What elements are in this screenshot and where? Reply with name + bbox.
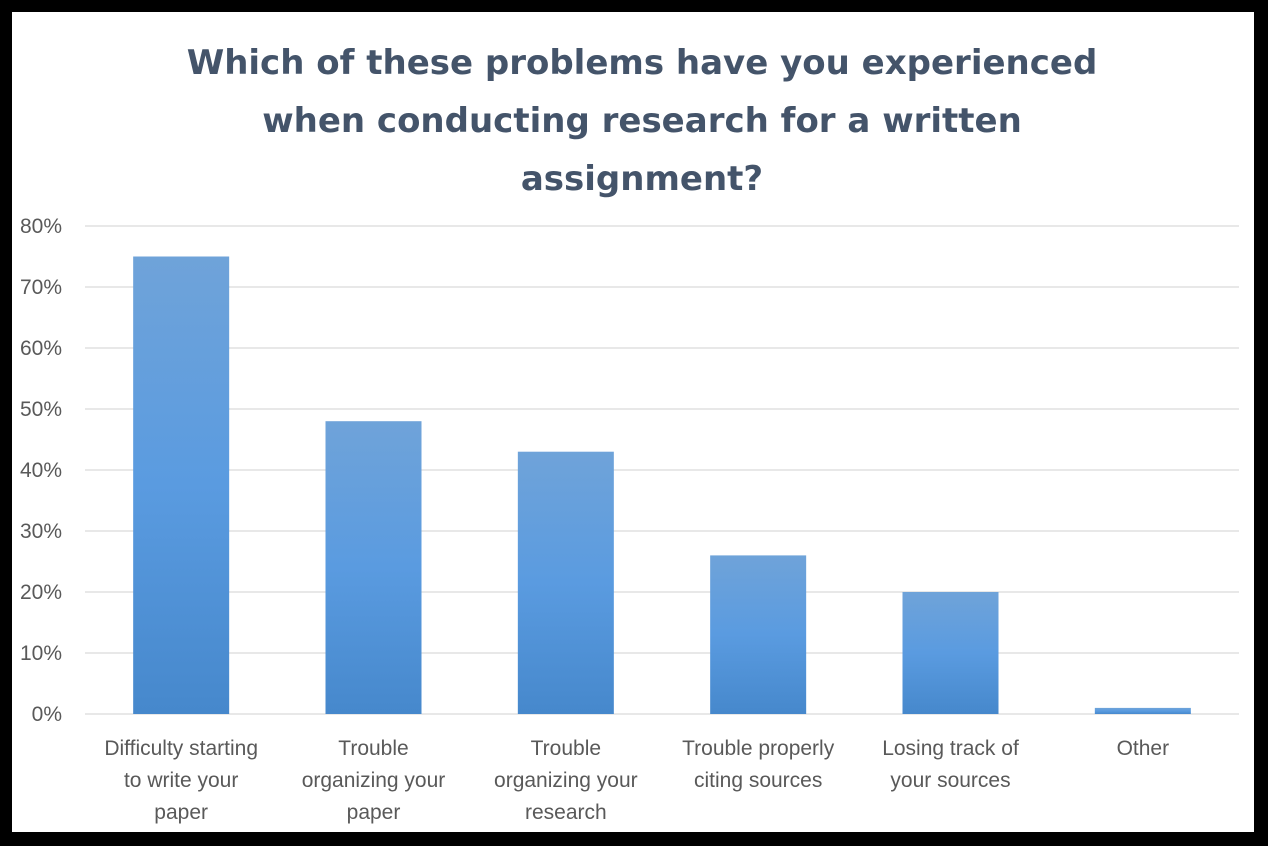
x-category-label: Trouble properly bbox=[682, 737, 835, 760]
x-category-label: organizing your bbox=[302, 769, 446, 792]
bar bbox=[325, 421, 422, 714]
x-category-label: paper bbox=[347, 801, 401, 824]
bars bbox=[133, 256, 1191, 714]
bar bbox=[133, 256, 230, 714]
y-tick-label: 10% bbox=[20, 642, 62, 665]
x-category-label: citing sources bbox=[694, 769, 822, 792]
bar-chart: 0% 10% 20% 30% 40% 50% 60% 70% 80% Difficulty st… bbox=[20, 215, 1239, 824]
y-tick-label: 80% bbox=[20, 215, 62, 238]
y-tick-label: 20% bbox=[20, 581, 62, 604]
bar bbox=[517, 451, 614, 714]
bar bbox=[902, 592, 999, 714]
y-tick-label: 40% bbox=[20, 459, 62, 482]
x-category-label: Trouble bbox=[531, 737, 601, 760]
x-category-label: your sources bbox=[890, 769, 1010, 792]
gridlines bbox=[85, 225, 1239, 715]
x-category-label: Losing track of bbox=[882, 737, 1019, 760]
y-tick-label: 30% bbox=[20, 520, 62, 543]
bar bbox=[1094, 707, 1191, 714]
x-axis-labels: Difficulty starting to write your paper Tro… bbox=[104, 737, 1169, 824]
y-tick-label: 70% bbox=[20, 276, 62, 299]
x-category-label: organizing your bbox=[494, 769, 638, 792]
x-category-label: research bbox=[525, 801, 607, 824]
x-category-label: paper bbox=[154, 801, 208, 824]
y-tick-label: 50% bbox=[20, 398, 62, 421]
y-axis-ticks: 0% 10% 20% 30% 40% 50% 60% 70% 80% bbox=[20, 215, 62, 726]
x-category-label: Difficulty starting bbox=[104, 737, 258, 760]
y-tick-label: 0% bbox=[32, 703, 62, 726]
x-category-label: to write your bbox=[124, 769, 238, 792]
y-tick-label: 60% bbox=[20, 337, 62, 360]
bar bbox=[710, 555, 807, 714]
chart-frame: Which of these problems have you experie… bbox=[12, 12, 1254, 832]
chart-title: Which of these problems have you experie… bbox=[186, 43, 1098, 199]
x-category-label: Trouble bbox=[338, 737, 408, 760]
x-category-label: Other bbox=[1117, 737, 1170, 760]
